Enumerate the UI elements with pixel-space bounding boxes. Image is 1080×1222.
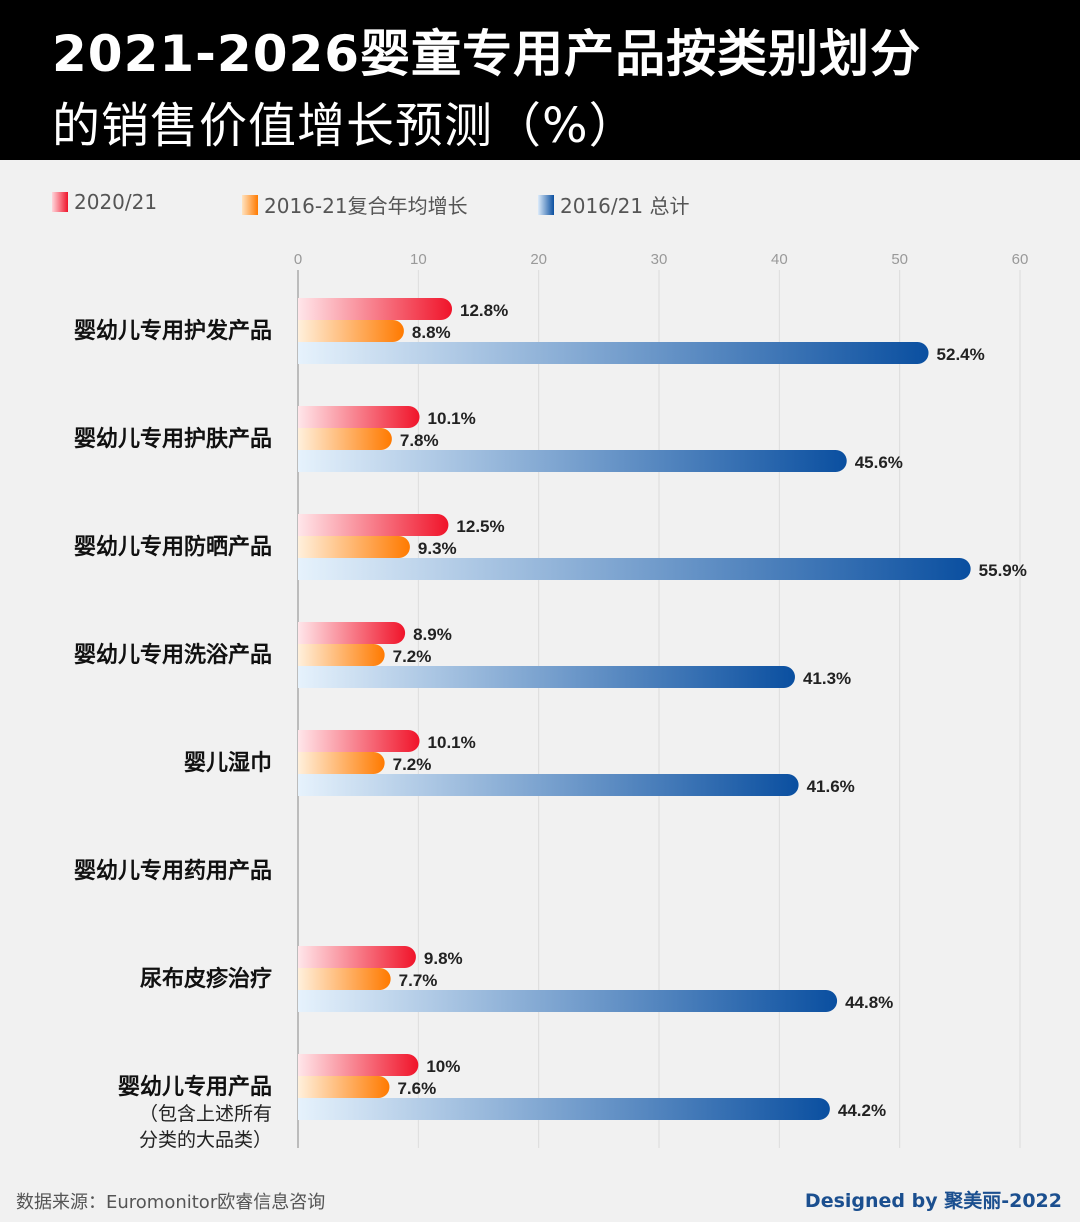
legend-swatch-blue [538, 194, 554, 215]
data-label: 8.9% [413, 625, 452, 644]
data-label: 7.7% [399, 971, 438, 990]
data-label: 41.6% [807, 777, 855, 796]
bar-2020-21 [298, 730, 420, 753]
data-label: 9.3% [418, 539, 457, 558]
bar-total [298, 1098, 830, 1120]
category-label: 婴幼儿专用洗浴产品 [74, 642, 272, 668]
data-label: 45.6% [855, 453, 903, 472]
bar-total [298, 990, 838, 1012]
category-label: 婴幼儿专用防晒产品 [74, 534, 272, 560]
data-source: 数据来源：Euromonitor欧睿信息咨询 [16, 1192, 326, 1213]
bar-2020-21 [298, 406, 420, 428]
category-label: 婴幼儿专用产品 [118, 1074, 272, 1100]
bar-total [298, 774, 799, 796]
data-label: 8.8% [412, 323, 451, 342]
bar-cagr [298, 428, 392, 450]
category-label: 婴幼儿专用护肤产品 [74, 426, 272, 452]
x-tick-label: 40 [771, 251, 788, 268]
legend-label: 2020/21 [74, 190, 158, 214]
data-label: 10.1% [428, 409, 476, 428]
bar-2020-21 [298, 514, 449, 536]
legend-swatch-orange [242, 194, 258, 215]
bar-2020-21 [298, 946, 416, 968]
data-label: 9.8% [424, 949, 463, 968]
data-label: 44.2% [838, 1101, 886, 1120]
data-label: 44.8% [845, 993, 893, 1012]
data-label: 7.6% [397, 1079, 436, 1098]
bar-2020-21 [298, 298, 453, 320]
bar-total [298, 558, 971, 580]
category-label: 婴幼儿专用护发产品 [74, 318, 272, 344]
category-sublabel: 分类的大品类） [139, 1129, 272, 1151]
header-banner: 2021-2026婴童专用产品按类别划分 的销售价值增长预测（%） [0, 0, 1080, 160]
x-tick-label: 30 [651, 251, 668, 268]
legend-label: 2016/21 总计 [560, 194, 690, 218]
data-label: 7.2% [393, 755, 432, 774]
chart-title-line1: 2021-2026婴童专用产品按类别划分 [52, 25, 922, 83]
bar-2020-21 [298, 622, 406, 644]
data-label: 10% [426, 1057, 460, 1076]
legend-label: 2016-21复合年均增长 [264, 194, 468, 218]
bar-cagr [298, 752, 385, 774]
data-label: 12.8% [460, 301, 508, 320]
data-label: 52.4% [937, 345, 985, 364]
chart-title-line2: 的销售价值增长预测（%） [52, 98, 638, 154]
legend-item-total: 2016/21 总计 [538, 190, 689, 219]
bar-2020-21 [298, 1054, 419, 1076]
bar-cagr [298, 968, 391, 990]
bar-cagr [298, 644, 385, 666]
bar-total [298, 342, 929, 364]
x-tick-label: 10 [410, 251, 427, 268]
data-label: 10.1% [428, 733, 476, 752]
category-sublabel: （包含上述所有 [139, 1103, 272, 1125]
category-label: 婴儿湿巾 [184, 751, 272, 776]
bar-total [298, 666, 795, 688]
data-label: 55.9% [979, 561, 1027, 580]
designer-credit: Designed by 聚美丽-2022 [804, 1190, 1062, 1212]
x-tick-label: 50 [891, 251, 908, 268]
x-tick-label: 60 [1012, 251, 1029, 268]
bar-cagr [298, 536, 410, 558]
data-label: 7.8% [400, 431, 439, 450]
bar-total [298, 450, 847, 472]
bar-cagr [298, 320, 404, 342]
data-label: 7.2% [393, 647, 432, 666]
category-label: 尿布皮疹治疗 [140, 966, 272, 992]
data-label: 41.3% [803, 669, 851, 688]
x-tick-label: 0 [294, 251, 302, 268]
bar-cagr [298, 1076, 390, 1098]
x-tick-label: 20 [530, 251, 547, 268]
legend-swatch-red [52, 192, 68, 212]
legend-item-2020-21: 2020/21 [52, 190, 157, 214]
legend-item-cagr: 2016-21复合年均增长 [242, 190, 468, 219]
data-label: 12.5% [456, 517, 504, 536]
category-label: 婴幼儿专用药用产品 [74, 858, 272, 884]
